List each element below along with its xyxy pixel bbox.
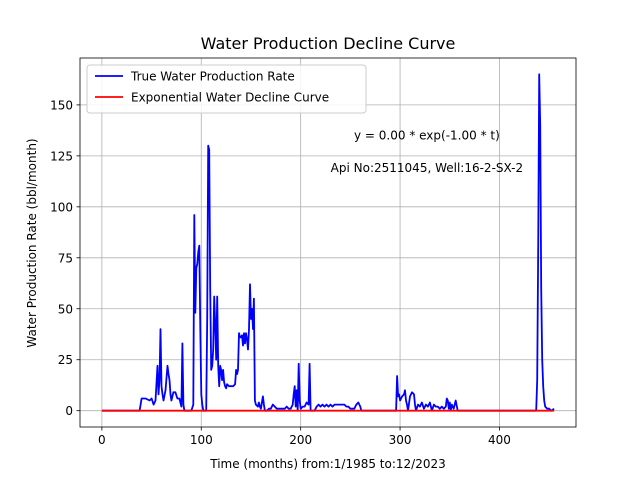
legend-label-true-rate: True Water Production Rate: [130, 70, 295, 84]
y-tick-label: 125: [50, 149, 73, 163]
x-tick-label: 200: [289, 433, 312, 447]
y-axis-label: Water Production Rate (bbl/month): [25, 138, 39, 347]
y-axis: 0 25 50 75 100 125 150: [50, 98, 80, 418]
y-tick-label: 75: [58, 251, 73, 265]
series-layer: [101, 73, 555, 412]
series-line-0: [101, 73, 555, 412]
well-info-annotation: Api No:2511045, Well:16-2-SX-2: [331, 161, 523, 175]
x-tick-label: 0: [98, 433, 106, 447]
y-tick-label: 25: [58, 353, 73, 367]
grid: [80, 58, 576, 427]
y-tick-label: 150: [50, 98, 73, 112]
legend-label-exponential-curve: Exponential Water Decline Curve: [131, 91, 329, 105]
fit-equation-annotation: y = 0.00 * exp(-1.00 * t): [354, 128, 500, 142]
x-tick-label: 100: [190, 433, 213, 447]
y-tick-label: 100: [50, 200, 73, 214]
y-tick-label: 50: [58, 302, 73, 316]
legend: True Water Production Rate Exponential W…: [86, 64, 367, 114]
x-tick-label: 300: [389, 433, 412, 447]
legend-box: [86, 64, 367, 114]
plot-frame: [79, 57, 577, 428]
x-axis-label: Time (months) from:1/1985 to:12/2023: [209, 457, 446, 471]
x-axis: 0 100 200 300 400: [98, 427, 511, 447]
chart-title: Water Production Decline Curve: [201, 34, 456, 53]
y-tick-label: 0: [65, 404, 73, 418]
x-tick-label: 400: [488, 433, 511, 447]
